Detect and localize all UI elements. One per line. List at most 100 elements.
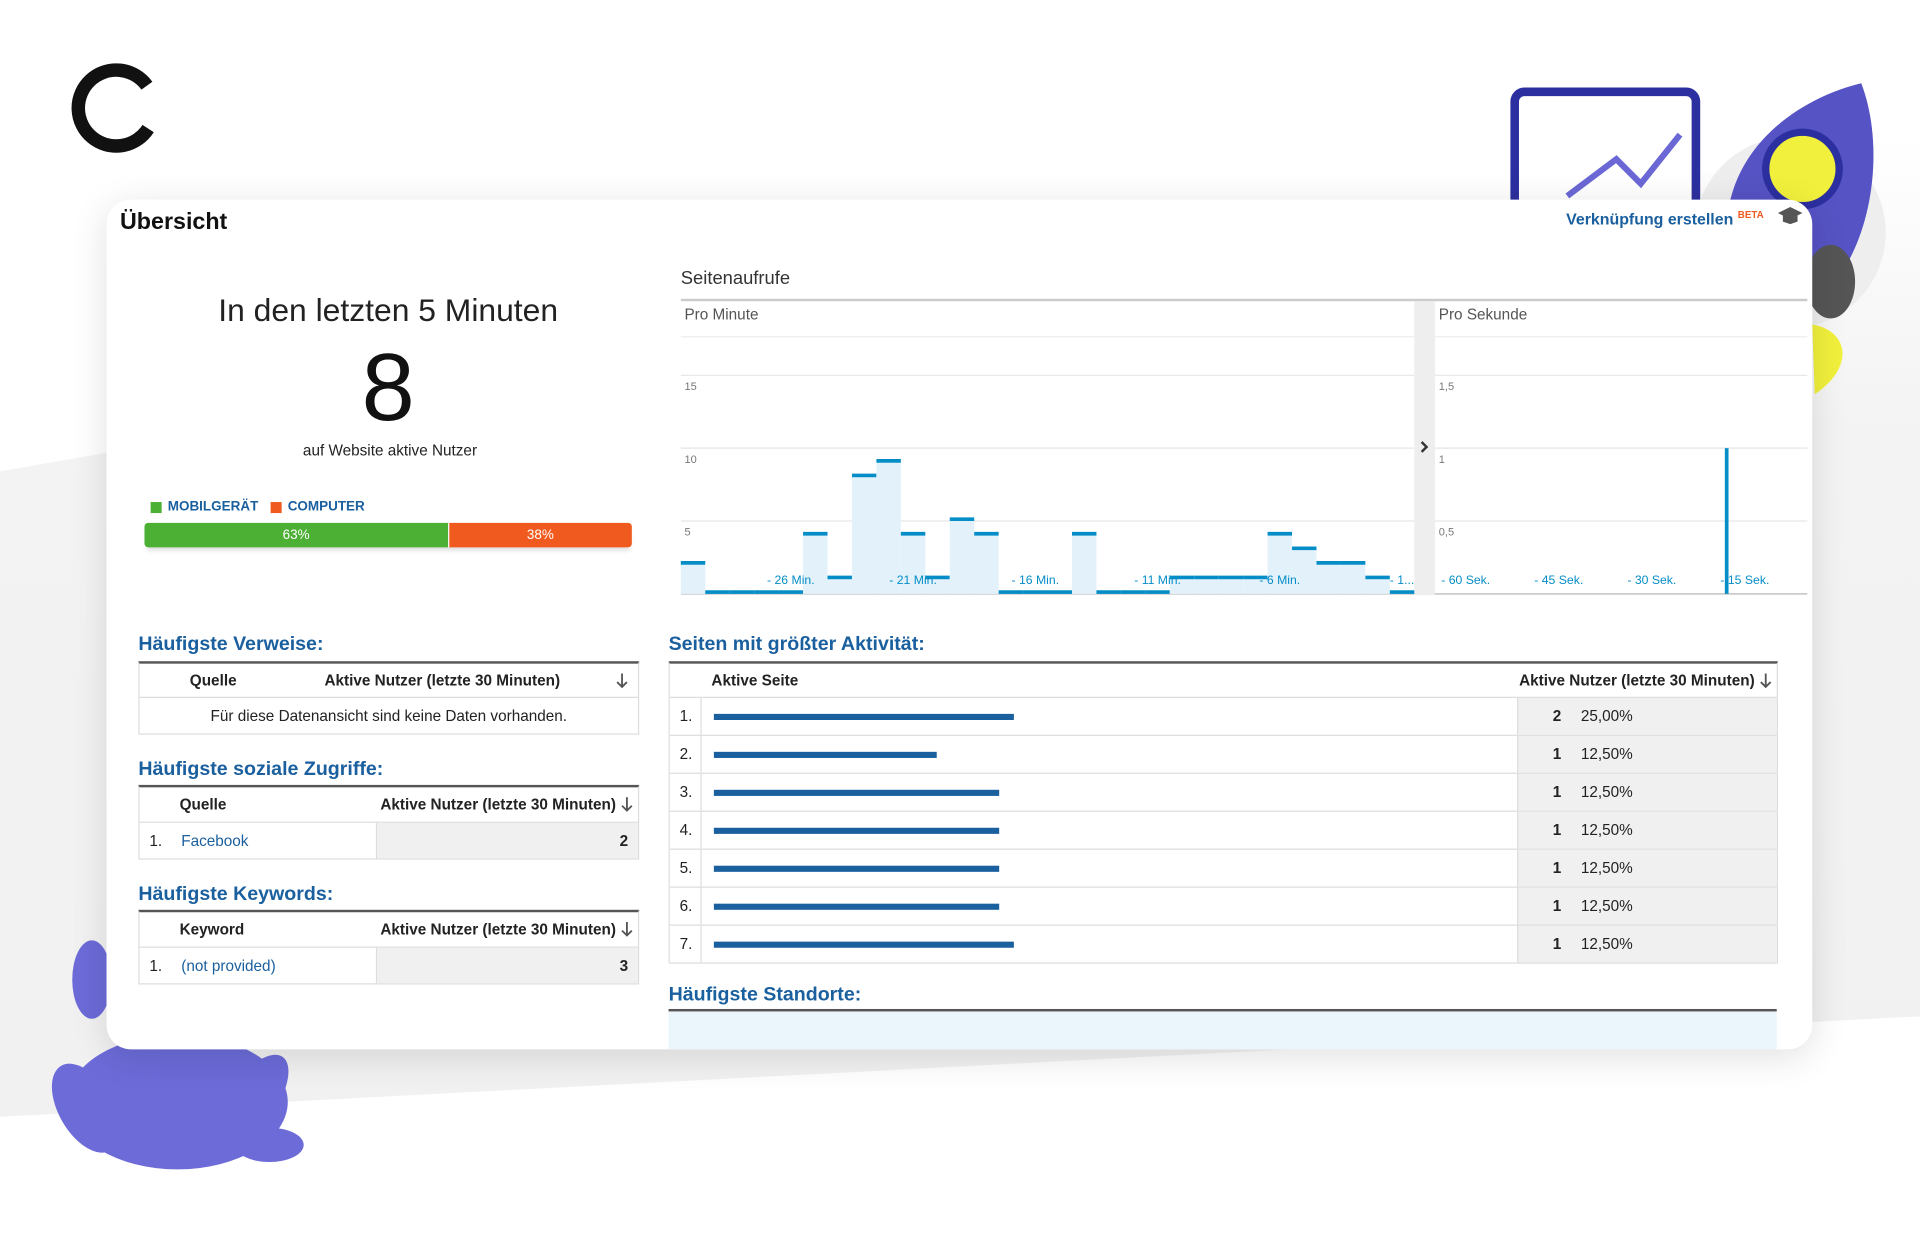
legend-item: COMPUTER [270,499,365,515]
table-row: 6. 1 12,50% [669,887,1777,926]
top-pages-table: Aktive Seite Aktive Nutzer (letzte 30 Min… [668,661,1778,964]
redacted-page[interactable] [713,865,1000,872]
redacted-page[interactable] [713,941,1014,948]
deco-leaf [1806,244,1856,319]
rank: 1. [670,697,702,735]
section-title: Häufigste Verweise: [138,634,324,656]
summary-heading: In den letzten 5 Minuten [218,291,559,329]
legend-swatch [270,501,282,513]
redacted-page[interactable] [713,789,1000,796]
table-row: 2. 1 12,50% [669,735,1777,774]
chart-subtitle: Pro Sekunde [1439,307,1527,324]
row-share: 12,50% [1571,735,1777,773]
bar [1218,579,1244,594]
bar [949,521,975,594]
table-row: 1. 2 25,00% [669,697,1777,736]
sort-icon[interactable] [621,797,633,812]
row-link[interactable]: (not provided) [171,947,378,984]
x-tick-label: - 1... [1390,573,1414,587]
create-link[interactable]: Verknüpfung erstellen BETA [1566,209,1764,228]
legend-label: MOBILGERÄT [167,499,259,515]
row-users: 2 [1517,697,1572,735]
bar [1316,564,1341,594]
col-header: Aktive Nutzer (letzte 30 Minuten) [380,920,616,938]
x-tick-label: - 15 Sek. [1720,573,1769,587]
rank: 5. [670,849,702,887]
device-segment: 38% [447,522,632,548]
y-tick-label: 1 [1439,454,1445,466]
table-row: 5. 1 12,50% [669,849,1777,888]
bar [1292,550,1317,594]
divider-chevron[interactable] [1420,441,1429,453]
device-bar: 63% 38% [144,522,632,548]
row-share: 12,50% [1571,849,1777,887]
y-tick-label: 10 [684,454,696,466]
bar [1072,535,1097,594]
row-share: 25,00% [1571,697,1777,735]
bar [803,535,828,594]
bar [925,579,950,594]
sort-icon[interactable] [621,922,633,937]
rank: 7. [670,925,702,963]
x-tick-label: - 16 Min. [1012,573,1060,587]
row-users: 1 [1517,887,1572,925]
redacted-page[interactable] [713,903,1000,910]
x-tick-label: - 30 Sek. [1627,573,1676,587]
device-legend: MOBILGERÄT COMPUTER [150,499,365,515]
col-header: Quelle [179,795,227,814]
page-cell [702,926,1518,963]
trend-illustration [1565,132,1683,199]
sort-icon[interactable] [1760,672,1772,688]
table-row: 7. 1 12,50% [669,925,1777,964]
bar [1194,579,1219,594]
row-link[interactable]: Facebook [171,822,378,859]
row-users: 1 [1517,925,1572,963]
y-tick-label: 1,5 [1439,381,1454,393]
bar [851,477,877,594]
table-row: 4. 1 12,50% [669,811,1777,850]
device-segment: 63% [144,522,448,548]
cell [140,912,171,946]
col-header: Aktive Seite [711,671,799,689]
legend-label: COMPUTER [287,499,365,515]
summary-caption: auf Website aktive Nutzer [302,442,478,460]
rank: 1. [149,956,163,975]
link-text[interactable]: Verknüpfung erstellen [1566,209,1734,229]
rank: 3. [670,773,702,811]
col-header: Keyword [179,920,245,938]
chart-subtitle: Pro Minute [684,307,758,324]
col-header: Quelle [189,671,237,689]
bar [1243,579,1268,594]
bar [974,535,999,594]
x-tick-label: - 45 Sek. [1534,573,1583,587]
bar [876,462,901,594]
redacted-page[interactable] [713,827,1000,834]
header-row: Quelle Aktive Nutzer (letzte 30 Minuten) [139,787,638,823]
section-title: Häufigste soziale Zugriffe: [138,759,384,781]
col-header: Aktive Nutzer (letzte 30 Minuten) [1519,671,1755,689]
redacted-page[interactable] [713,751,937,758]
redacted-page[interactable] [713,713,1014,720]
col-header: Aktive Nutzer (letzte 30 Minuten) [380,795,616,814]
row-users: 1 [1517,735,1572,773]
device-label: 63% [282,527,310,543]
row-users: 1 [1517,849,1572,887]
col-header-cell: Aktive Nutzer (letzte 30 Minuten) [371,912,638,946]
pageview-charts: Seitenaufrufe Pro Minute 5 10 15 - 26 Min. - … [680,267,1808,596]
hat-icon[interactable] [1777,206,1804,226]
rocket-window [1762,128,1843,210]
x-tick-label: - 26 Min. [767,573,815,587]
header-row: Keyword Aktive Nutzer (letzte 30 Minuten) [139,912,638,948]
row-share: 12,50% [1571,773,1777,811]
empty-message: Für diese Datenansicht sind keine Daten … [210,707,568,725]
row-value: 3 [377,947,638,984]
table-row: 1. Facebook 2 [139,822,638,860]
bar [827,579,852,594]
legend-swatch [150,501,162,513]
y-tick-label: 5 [684,527,690,539]
sort-icon[interactable] [616,672,628,688]
page-cell [702,812,1518,849]
rank: 1. [149,832,163,850]
